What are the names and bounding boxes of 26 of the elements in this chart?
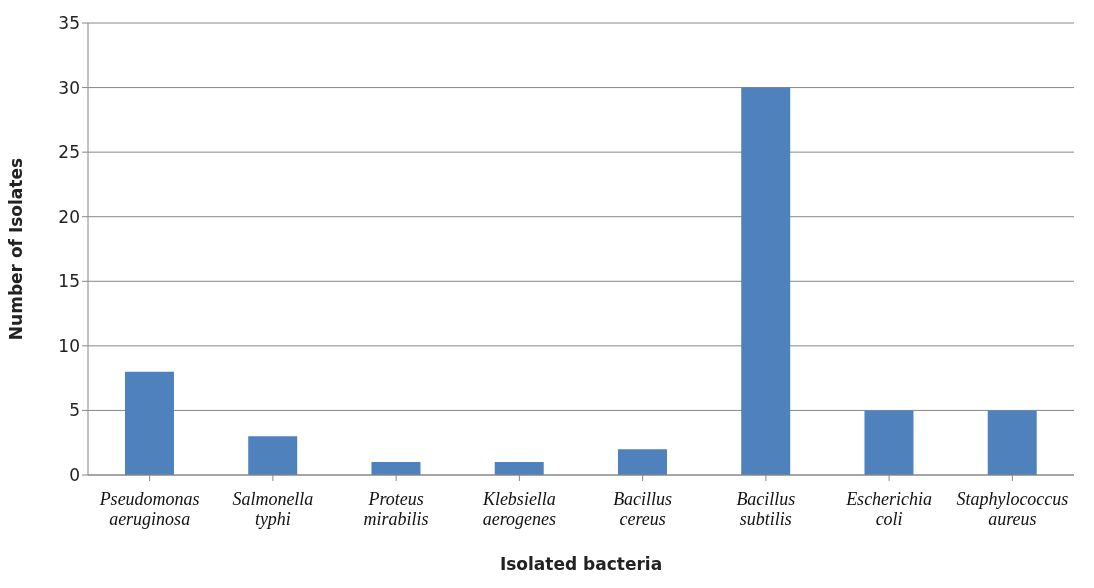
bar xyxy=(371,462,421,475)
x-tick-label: Bacillus cereus xyxy=(613,489,673,529)
x-tick-label: Proteus mirabilis xyxy=(363,489,429,529)
x-tick-label: Klebsiella aerogenes xyxy=(481,489,557,529)
x-tick-label: Salmonella typhi xyxy=(232,489,314,529)
x-axis-title: Isolated bacteria xyxy=(499,554,663,574)
y-tick-label: 25 xyxy=(58,142,80,163)
y-tick-label: 15 xyxy=(58,271,80,292)
y-tick-label: 20 xyxy=(58,206,80,227)
y-tick-label: 10 xyxy=(58,335,80,356)
bar xyxy=(617,449,667,475)
bar xyxy=(494,462,544,475)
y-tick-label: 35 xyxy=(58,13,80,34)
x-tick-label: Bacillus subtilis xyxy=(736,489,796,529)
bar xyxy=(987,410,1037,475)
bar xyxy=(741,87,791,475)
x-tick-label: Pseudomonas aeruginosa xyxy=(98,489,200,529)
x-tick-label: Staphylococcus aureus xyxy=(956,489,1069,529)
y-tick-label: 0 xyxy=(69,465,80,486)
y-axis-title: Number of Isolates xyxy=(6,157,27,341)
bar xyxy=(248,436,298,475)
bar xyxy=(124,371,174,475)
bar xyxy=(864,410,914,475)
y-tick-label: 30 xyxy=(58,77,80,98)
x-tick-label: Escherichia coli xyxy=(845,489,933,529)
y-tick-label: 5 xyxy=(69,400,80,421)
